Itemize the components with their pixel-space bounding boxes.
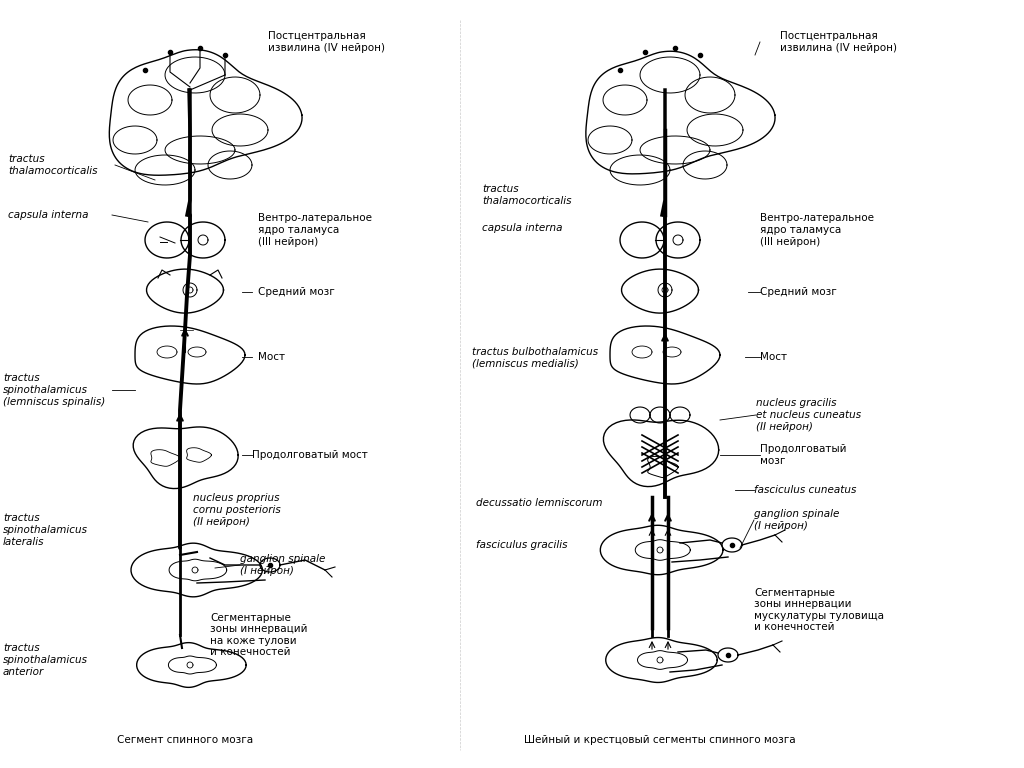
Text: tractus
spinothalamicus
anterior: tractus spinothalamicus anterior	[3, 644, 88, 677]
Text: capsula interna: capsula interna	[482, 223, 562, 233]
Polygon shape	[133, 427, 239, 488]
Polygon shape	[145, 222, 189, 258]
Text: Продолговатый
мозг: Продолговатый мозг	[760, 444, 847, 466]
Polygon shape	[586, 51, 775, 174]
Text: Средний мозг: Средний мозг	[760, 287, 837, 297]
Polygon shape	[181, 222, 225, 258]
Text: capsula interna: capsula interna	[8, 210, 88, 220]
Polygon shape	[603, 420, 719, 487]
Polygon shape	[135, 326, 245, 384]
Polygon shape	[110, 50, 302, 175]
Text: fasciculus gracilis: fasciculus gracilis	[476, 540, 567, 550]
Text: tractus
spinothalamicus
(lemniscus spinalis): tractus spinothalamicus (lemniscus spina…	[3, 373, 105, 406]
Text: tractus
spinothalamicus
lateralis: tractus spinothalamicus lateralis	[3, 513, 88, 547]
Text: Сегмент спинного мозга: Сегмент спинного мозга	[117, 735, 253, 745]
Text: tractus
thalamocorticalis: tractus thalamocorticalis	[8, 154, 97, 176]
Text: Сегментарные
зоны иннервации
мускулатуры туловища
и конечностей: Сегментарные зоны иннервации мускулатуры…	[754, 588, 884, 632]
Text: Вентро-латеральное
ядро таламуса
(III нейрон): Вентро-латеральное ядро таламуса (III не…	[760, 214, 874, 247]
Text: Продолговатый мост: Продолговатый мост	[252, 450, 368, 460]
Text: ganglion spinale
(I нейрон): ganglion spinale (I нейрон)	[240, 554, 326, 576]
Polygon shape	[606, 637, 717, 683]
Text: ganglion spinale
(I нейрон): ganglion spinale (I нейрон)	[754, 509, 840, 531]
Text: fasciculus cuneatus: fasciculus cuneatus	[754, 485, 856, 495]
Text: Вентро-латеральное
ядро таламуса
(III нейрон): Вентро-латеральное ядро таламуса (III не…	[258, 214, 372, 247]
Text: Средний мозг: Средний мозг	[258, 287, 335, 297]
Text: Сегментарные
зоны иннерваций
на коже тулови
и конечностей: Сегментарные зоны иннерваций на коже тул…	[210, 613, 307, 657]
Text: Мост: Мост	[760, 352, 787, 362]
Polygon shape	[131, 543, 262, 597]
Polygon shape	[600, 525, 723, 574]
Polygon shape	[136, 643, 246, 687]
Text: nucleus proprius
cornu posterioris
(II нейрон): nucleus proprius cornu posterioris (II н…	[193, 493, 281, 527]
Text: nucleus gracilis
et nucleus cuneatus
(II нейрон): nucleus gracilis et nucleus cuneatus (II…	[756, 399, 861, 432]
Text: Постцентральная
извилина (IV нейрон): Постцентральная извилина (IV нейрон)	[268, 31, 385, 53]
Text: Шейный и крестцовый сегменты спинного мозга: Шейный и крестцовый сегменты спинного мо…	[524, 735, 796, 745]
Text: tractus bulbothalamicus
(lemniscus medialis): tractus bulbothalamicus (lemniscus media…	[472, 347, 598, 369]
Polygon shape	[620, 222, 664, 258]
Polygon shape	[146, 269, 223, 313]
Text: decussatio lemniscorum: decussatio lemniscorum	[476, 498, 602, 508]
Text: tractus
thalamocorticalis: tractus thalamocorticalis	[482, 184, 571, 206]
Polygon shape	[622, 269, 698, 313]
Text: Мост: Мост	[258, 352, 285, 362]
Polygon shape	[656, 222, 700, 258]
Polygon shape	[610, 326, 720, 384]
Text: Постцентральная
извилина (IV нейрон): Постцентральная извилина (IV нейрон)	[780, 31, 897, 53]
